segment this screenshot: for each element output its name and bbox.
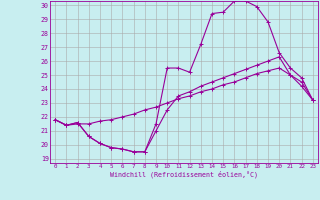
X-axis label: Windchill (Refroidissement éolien,°C): Windchill (Refroidissement éolien,°C)	[110, 170, 258, 178]
